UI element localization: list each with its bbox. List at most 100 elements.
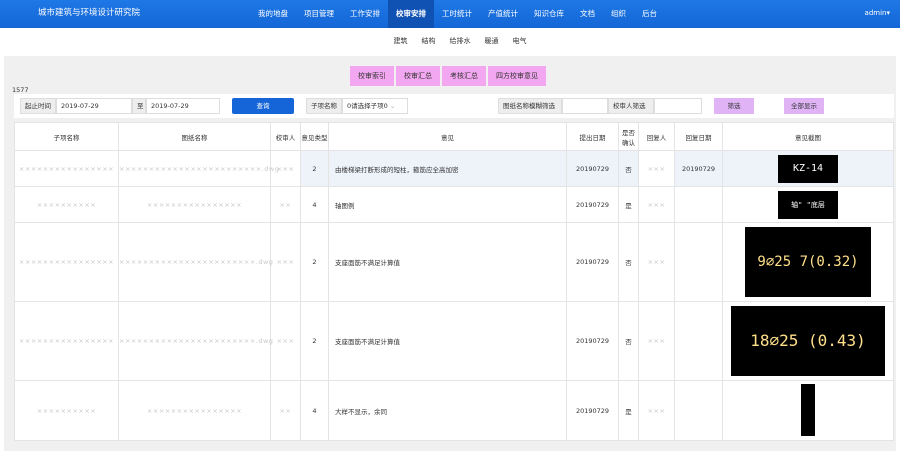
cell-opinion: 支座面筋不满足计算值 [328, 222, 567, 302]
start-label: 起止时间 [20, 98, 56, 114]
cell-sub: ×××××××××××××××× [14, 150, 119, 187]
nav-item-0[interactable]: 我的地盘 [258, 9, 288, 18]
cell-opinion: 大样不显示，余同 [328, 380, 567, 441]
cell-screenshot[interactable]: 18⌀25 (0.43) [722, 301, 894, 381]
action-button[interactable]: 考核汇总 [442, 66, 486, 86]
cell-sub: ×××××××××× [14, 186, 119, 223]
nav-item-3[interactable]: 校审安排 [388, 0, 434, 28]
sub-select[interactable]: 0请选择子项0 ⌄ [342, 98, 408, 114]
opinion-screenshot[interactable] [801, 383, 815, 436]
cell-screenshot[interactable]: 轴" "底层 [722, 186, 894, 223]
cell-screenshot[interactable] [722, 380, 894, 441]
discipline-tab[interactable]: 暖通 [484, 37, 499, 45]
cell-drawing: ××××××××××××××××××××××××.dwg [118, 150, 279, 187]
discipline-tab[interactable]: 建筑 [393, 37, 408, 45]
cell-reply_date [674, 380, 723, 441]
cell-replier: ××× [638, 380, 675, 441]
cell-confirmed: 是 [618, 186, 639, 223]
show-all-button[interactable]: 全部显示 [784, 98, 824, 114]
top-navbar: 城市建筑与环境设计研究院 我的地盘 项目管理 工作安排 校审安排 工时统计 产值统计 知识仓… [0, 0, 900, 28]
content-panel: 校审索引 校审汇总 考核汇总 四方校审意见 1577 起止时间 2019-07-29 … [4, 56, 896, 451]
main-menu: 我的地盘 项目管理 工作安排 校审安排 工时统计 产值统计 知识仓库 文档 组织 后台 [250, 0, 665, 28]
cell-date: 20190729 [566, 380, 619, 441]
column-header: 意见截图 [722, 122, 894, 151]
cell-date: 20190729 [566, 150, 619, 187]
cell-type: 2 [300, 222, 329, 302]
action-button[interactable]: 校审汇总 [396, 66, 440, 86]
to-label: 至 [132, 98, 146, 114]
cell-reply_date [674, 186, 723, 223]
table-row[interactable]: ×××××××××××××××× ××××××××××××××××××××××××… [14, 150, 894, 187]
cell-drawing: ×××××××××××××××× [118, 186, 271, 223]
table-row[interactable]: ×××××××××× ×××××××××××××××× ×× 4 大样不显示，余同 201… [14, 380, 894, 441]
nav-item-8[interactable]: 组织 [611, 9, 626, 18]
cell-screenshot[interactable]: 9⌀25 7(0.32) [722, 222, 894, 302]
cell-confirmed: 是 [618, 380, 639, 441]
table-row[interactable]: ×××××××××××××××× ×××××××××××××××××××××××.… [14, 222, 894, 302]
discipline-tab[interactable]: 结构 [421, 37, 436, 45]
cell-date: 20190729 [566, 186, 619, 223]
opinion-screenshot[interactable]: 18⌀25 (0.43) [731, 306, 885, 376]
cell-reviewer: ××× [270, 301, 301, 381]
cell-confirmed: 否 [618, 301, 639, 381]
column-header: 意见类型 [300, 122, 329, 151]
cell-replier: ××× [638, 301, 675, 381]
cell-type: 4 [300, 380, 329, 441]
sub-label: 子项名称 [306, 98, 342, 114]
discipline-nav: 建筑 结构 给排水 暖通 电气 [0, 28, 900, 54]
cell-opinion: 支座面筋不满足计算值 [328, 301, 567, 381]
drawing-filter-label: 图纸名称模糊筛选 [498, 98, 562, 114]
opinion-screenshot[interactable]: KZ-14 [778, 154, 838, 183]
column-header: 提出日期 [566, 122, 619, 151]
discipline-tab[interactable]: 给排水 [449, 37, 471, 45]
column-header: 子项名称 [14, 122, 119, 151]
table-row[interactable]: ×××××××××××××××× ×××××××××××××××××××××××.… [14, 301, 894, 381]
action-button[interactable]: 校审索引 [350, 66, 394, 86]
column-header: 图纸名称 [118, 122, 271, 151]
table-row[interactable]: ×××××××××× ×××××××××××××××× ×× 4 轴图例 20190729… [14, 186, 894, 223]
cell-confirmed: 否 [618, 222, 639, 302]
column-header: 是否确认 [618, 122, 639, 151]
cell-date: 20190729 [566, 301, 619, 381]
nav-item-4[interactable]: 工时统计 [442, 9, 472, 18]
cell-sub: ×××××××××××××××× [14, 222, 119, 302]
nav-item-5[interactable]: 产值统计 [488, 9, 518, 18]
cell-drawing: ×××××××××××××××××××××××.dwg [118, 301, 273, 381]
column-header: 校审人 [270, 122, 301, 151]
nav-item-9[interactable]: 后台 [642, 9, 657, 18]
cell-confirmed: 否 [618, 150, 639, 187]
action-button[interactable]: 四方校审意见 [488, 66, 546, 86]
table-header: 子项名称 图纸名称 校审人 意见类型 意见 提出日期 是否确认 回复人 回复日期 意见截图 [14, 122, 894, 151]
cell-screenshot[interactable]: KZ-14 [722, 150, 894, 187]
reviewer-filter-input[interactable] [654, 98, 702, 114]
cell-reply_date [674, 301, 723, 381]
cell-type: 2 [300, 150, 329, 187]
review-table: 子项名称 图纸名称 校审人 意见类型 意见 提出日期 是否确认 回复人 回复日期 意见截图 ×××… [14, 122, 894, 441]
filter-bar: 起止时间 2019-07-29 至 2019-07-29 查询 子项名称 0请选… [14, 94, 894, 118]
nav-item-2[interactable]: 工作安排 [350, 9, 380, 18]
filter-button[interactable]: 筛选 [714, 98, 754, 114]
cell-opinion: 轴图例 [328, 186, 567, 223]
query-button[interactable]: 查询 [232, 98, 294, 114]
column-header: 回复日期 [674, 122, 723, 151]
column-header: 意见 [328, 122, 567, 151]
drawing-filter-input[interactable] [562, 98, 608, 114]
action-bar: 校审索引 校审汇总 考核汇总 四方校审意见 [350, 66, 546, 86]
opinion-screenshot[interactable]: 轴" "底层 [778, 190, 838, 219]
cell-reviewer: ××× [270, 150, 301, 187]
chevron-down-icon: ⌄ [389, 102, 396, 110]
cell-reviewer: ×× [270, 186, 301, 223]
nav-item-1[interactable]: 项目管理 [304, 9, 334, 18]
end-date-input[interactable]: 2019-07-29 [146, 98, 220, 114]
nav-item-7[interactable]: 文档 [580, 9, 595, 18]
cell-reviewer: ××× [270, 222, 301, 302]
nav-item-6[interactable]: 知识仓库 [534, 9, 564, 18]
cell-replier: ××× [638, 222, 675, 302]
start-date-input[interactable]: 2019-07-29 [56, 98, 132, 114]
cell-drawing: ×××××××××××××××× [118, 380, 271, 441]
discipline-tab[interactable]: 电气 [512, 37, 527, 45]
brand-title: 城市建筑与环境设计研究院 [38, 8, 141, 18]
opinion-screenshot[interactable]: 9⌀25 7(0.32) [745, 227, 871, 297]
cell-type: 2 [300, 301, 329, 381]
user-menu[interactable]: admin▾ [864, 9, 890, 17]
